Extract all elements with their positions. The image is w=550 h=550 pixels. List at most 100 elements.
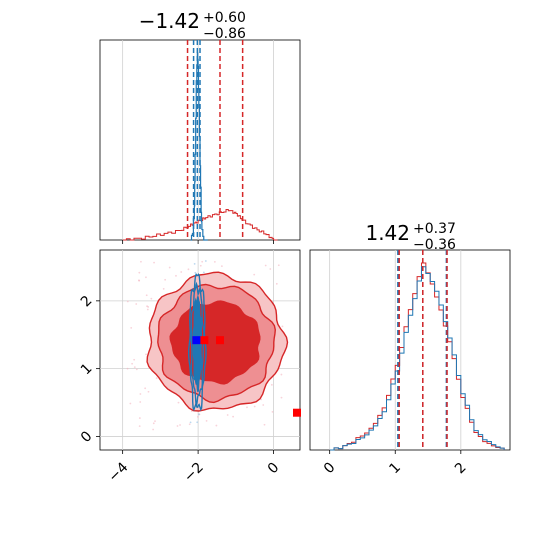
scatter-point bbox=[202, 271, 205, 274]
quantile-lines bbox=[186, 40, 244, 240]
scatter-point bbox=[281, 325, 284, 328]
x-tick-label: 0 bbox=[265, 460, 283, 478]
title-upper-error: +0.37 bbox=[413, 221, 456, 237]
grid-lines bbox=[329, 250, 462, 450]
y-tick-labels: 0 1 2 bbox=[78, 293, 96, 446]
scatter-point bbox=[126, 367, 129, 370]
scatter-point bbox=[205, 419, 208, 422]
scatter-point bbox=[188, 423, 191, 426]
scatter-point bbox=[213, 260, 216, 263]
scatter-point bbox=[193, 262, 196, 265]
scatter-point bbox=[198, 413, 200, 416]
histogram-series-b bbox=[329, 266, 505, 451]
center-marker-series-a bbox=[200, 336, 209, 345]
scatter-point bbox=[135, 368, 138, 371]
scatter-point bbox=[176, 425, 179, 427]
scatter-point bbox=[138, 425, 141, 428]
center-markers bbox=[192, 336, 224, 345]
scatter-point bbox=[194, 271, 197, 274]
title-median: 1.42 bbox=[365, 221, 410, 245]
scatter-point bbox=[232, 415, 234, 418]
x-tick-labels: 0 1 2 bbox=[321, 460, 470, 478]
scatter-point bbox=[262, 404, 265, 406]
scatter-point bbox=[204, 260, 207, 262]
scatter-point bbox=[175, 274, 177, 277]
scatter-point bbox=[280, 396, 283, 399]
x-tick-labels: −4 −2 0 bbox=[106, 459, 283, 485]
x-tick-label: −4 bbox=[106, 459, 132, 485]
scatter-point bbox=[145, 294, 148, 297]
scatter-point bbox=[152, 428, 155, 431]
histogram-series-a bbox=[329, 262, 505, 451]
contour-level-series-b bbox=[192, 294, 203, 392]
y-tick-label: 1 bbox=[78, 361, 96, 379]
scatter-point bbox=[277, 264, 280, 267]
x-tick-label: 0 bbox=[321, 460, 339, 478]
scatter-point bbox=[145, 276, 147, 279]
scatter-point bbox=[140, 260, 142, 263]
scatter-point bbox=[129, 402, 132, 405]
scatter-point bbox=[177, 401, 180, 404]
histogram-line-series-a bbox=[329, 262, 505, 451]
scatter-point bbox=[263, 423, 266, 426]
scatter-point bbox=[269, 268, 272, 270]
title-median: −1.42 bbox=[139, 9, 200, 33]
scatter-point bbox=[138, 279, 140, 282]
scatter-point bbox=[135, 303, 138, 305]
scatter-point bbox=[152, 422, 155, 425]
scatter-point bbox=[139, 401, 142, 403]
histogram-line-series-b bbox=[329, 266, 505, 451]
x-tick-label: 2 bbox=[452, 460, 470, 478]
scatter-point bbox=[126, 300, 129, 303]
marginal-panel-param-0: −1.42 +0.60 −0.86 bbox=[99, 9, 301, 244]
scatter-point bbox=[153, 261, 155, 264]
scatter-point bbox=[133, 358, 136, 361]
scatter-point bbox=[145, 353, 147, 356]
scatter-point bbox=[131, 362, 134, 365]
panel-frame bbox=[309, 249, 511, 451]
y-tick-label: 2 bbox=[78, 293, 96, 311]
scatter-point bbox=[280, 373, 283, 376]
scatter-point bbox=[226, 414, 229, 416]
scatter-point bbox=[220, 265, 223, 268]
title-lower-error: −0.86 bbox=[203, 26, 246, 42]
contour-level-series-b bbox=[190, 281, 205, 406]
scatter-point bbox=[130, 327, 133, 329]
scatter-point bbox=[133, 366, 136, 369]
marginal-panel-param-1: 0 1 2 1.42 +0.37 −0.36 bbox=[309, 221, 511, 478]
extra-marker-series-a bbox=[293, 408, 301, 417]
scatter-point bbox=[144, 387, 147, 390]
scatter-point bbox=[154, 420, 156, 423]
scatter-point bbox=[150, 297, 153, 300]
center-marker-series-a bbox=[216, 336, 224, 345]
tick-marks bbox=[96, 300, 274, 454]
scatter-point bbox=[264, 264, 267, 267]
title-lower-error: −0.36 bbox=[413, 237, 456, 253]
contour-level-series-a bbox=[169, 300, 261, 385]
scatter-point bbox=[270, 383, 273, 386]
scatter-point bbox=[138, 271, 141, 274]
scatter-point bbox=[199, 264, 202, 267]
scatter-point bbox=[179, 424, 181, 426]
scatter-point bbox=[253, 273, 256, 276]
scatter-point bbox=[155, 377, 158, 380]
scatter-point bbox=[146, 308, 149, 311]
tick-marks bbox=[329, 450, 462, 454]
scatter-point bbox=[138, 417, 141, 419]
scatter-point bbox=[275, 282, 278, 285]
scatter-point bbox=[271, 410, 274, 413]
scatter-point bbox=[246, 406, 248, 409]
histogram-line-series-a bbox=[122, 209, 278, 241]
scatter-point bbox=[147, 390, 150, 393]
title-upper-error: +0.60 bbox=[203, 10, 246, 26]
scatter-point bbox=[189, 421, 192, 424]
quantile-lines bbox=[397, 250, 448, 450]
y-tick-label: 0 bbox=[78, 428, 96, 446]
scatter-point bbox=[196, 415, 199, 418]
scatter-point bbox=[180, 271, 183, 273]
scatter-point bbox=[162, 287, 165, 290]
joint-panel-param-0-param-1: −4 −2 0 0 1 2 bbox=[78, 249, 301, 485]
scatter-point bbox=[201, 260, 204, 263]
scatter-point bbox=[215, 424, 218, 427]
